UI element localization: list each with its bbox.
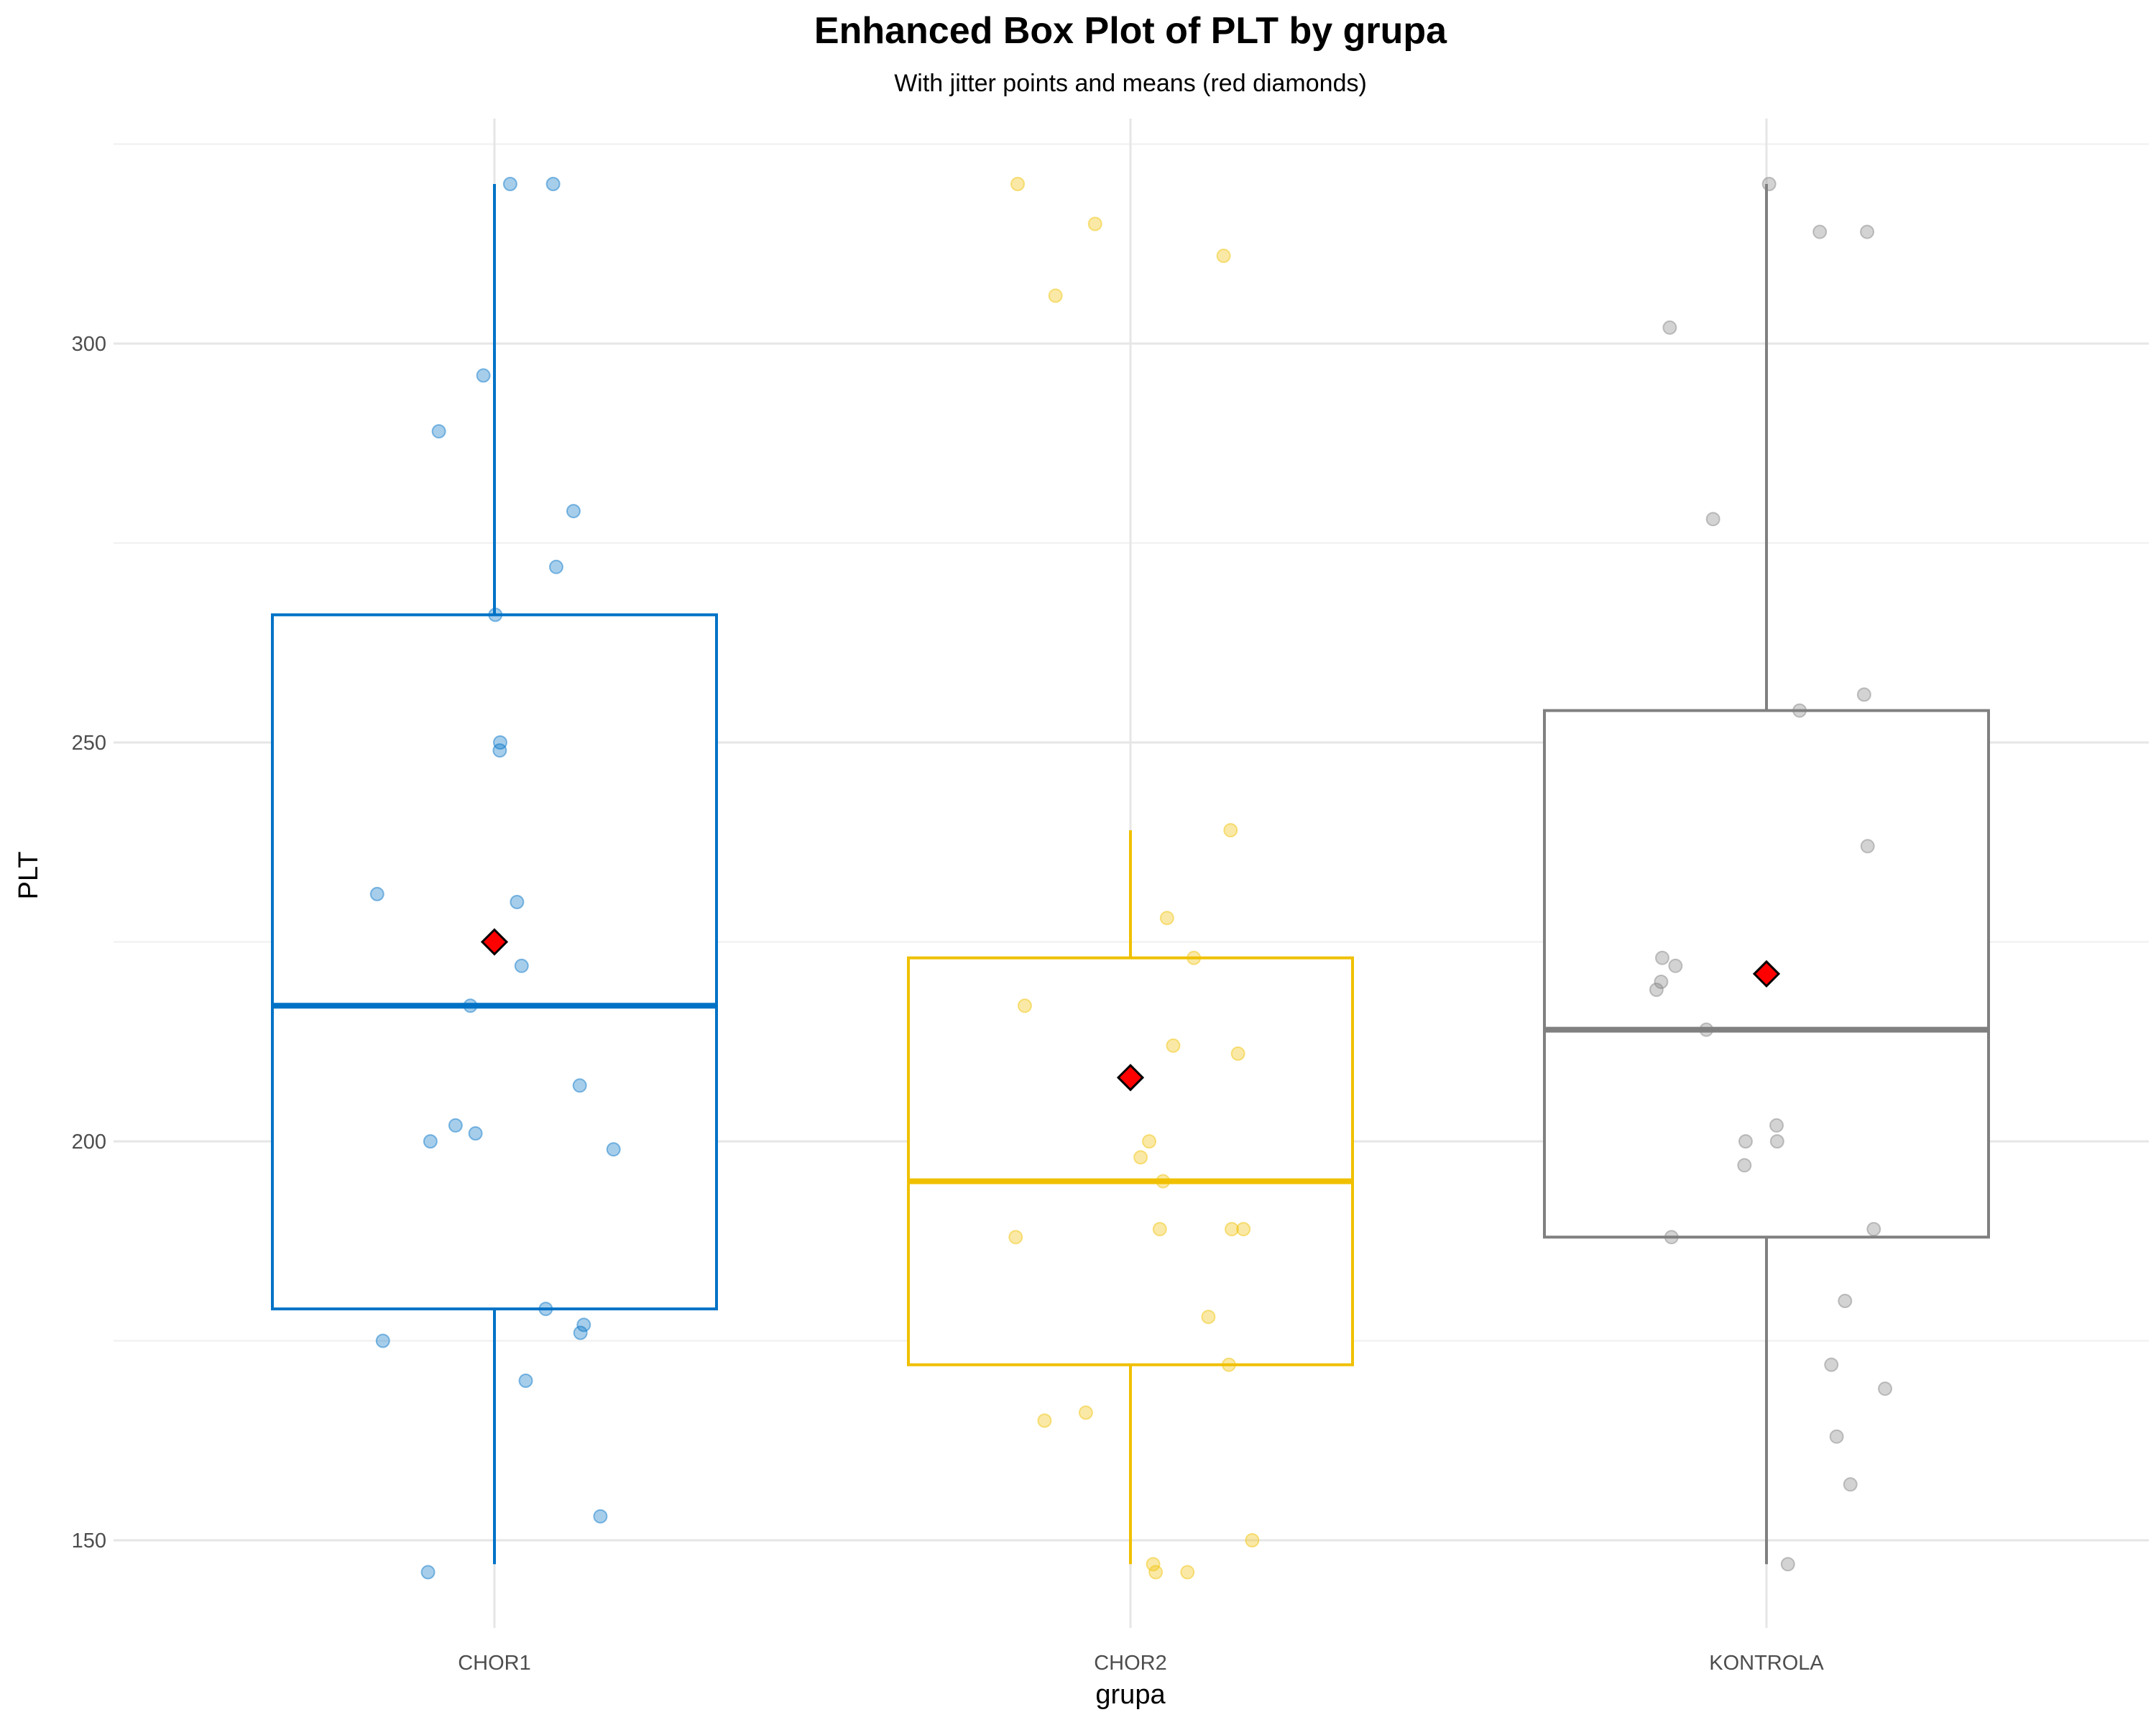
jitter-point [1769,1118,1784,1133]
box [271,613,718,1311]
y-tick-label: 250 [72,732,106,755]
jitter-point [1824,1357,1839,1372]
jitter-point [1216,248,1231,263]
y-axis-label: PLT [14,852,44,900]
jitter-point [1705,512,1720,527]
jitter-point [463,998,478,1013]
x-tick-label: CHOR1 [458,1652,531,1675]
jitter-point [468,1126,483,1141]
jitter-point [1664,1230,1679,1245]
jitter-point [1236,1222,1251,1237]
jitter-point [1654,950,1669,965]
chart-subtitle: With jitter points and means (red diamon… [894,70,1367,97]
jitter-point [1878,1381,1893,1397]
jitter-point [606,1142,621,1157]
jitter-point [576,1317,591,1333]
jitter-point [1812,224,1828,239]
jitter-point [492,735,507,750]
jitter-point [1152,1222,1167,1237]
x-axis-label: grupa [1095,1680,1166,1710]
boxes [271,184,1990,1565]
jitter-point [1037,1413,1052,1428]
jitter-point [545,177,561,191]
jitter-point [1087,216,1102,231]
y-tick-label: 200 [72,1131,106,1154]
jitter-point [573,1325,588,1340]
jitter-point [420,1565,436,1580]
jitter-point [431,424,446,439]
jitter-point [593,1509,608,1524]
jitter-point [1843,1477,1858,1492]
jitter-point [1224,1222,1239,1237]
jitter-point [476,368,491,383]
box [907,956,1354,1366]
jitter-point [1223,823,1238,838]
jitter-point [1221,1357,1236,1372]
jitter-point [1148,1565,1164,1580]
jitter-point [1769,1134,1784,1149]
jitter-point [1860,224,1875,239]
jitter-point [1166,1038,1181,1053]
jitter-point [1668,958,1683,973]
axis-ticks: 150 200 250 300 CHOR1 CHOR2 KONTROLA [72,333,1825,1675]
jitter-point [492,743,507,758]
jitter-point [1142,1134,1157,1149]
jitter-point [538,1302,553,1317]
jitter-points [369,177,1893,1580]
jitter-point [1180,1565,1195,1580]
jitter-point [572,1078,587,1093]
jitter-point [1780,1557,1795,1572]
jitter-point [488,607,503,622]
jitter-point [548,559,563,574]
jitter-point [1078,1405,1093,1420]
mean-diamond [1116,1064,1145,1092]
jitter-point [1230,1046,1245,1061]
jitter-point [1737,1158,1752,1173]
jitter-point [1245,1533,1260,1547]
jitter-point [1662,320,1677,335]
x-tick-label: KONTROLA [1709,1652,1824,1675]
jitter-point [1159,911,1174,926]
jitter-point [1856,687,1871,702]
jitter-point [1156,1174,1171,1189]
jitter-point [1187,950,1202,965]
jitter-point [375,1333,390,1348]
jitter-point [1146,1557,1161,1572]
jitter-point [1201,1310,1216,1325]
jitter-point [510,895,525,909]
jitter-point [1017,998,1032,1013]
jitter-point [566,504,581,519]
mean-diamond [480,928,509,956]
chart-title: Enhanced Box Plot of PLT by grupa [814,10,1447,52]
jitter-point [423,1134,438,1149]
jitter-point [1761,177,1777,191]
x-tick-label: CHOR2 [1094,1652,1167,1675]
y-tick-label: 300 [72,333,106,356]
jitter-point [1048,288,1063,303]
jitter-point [1866,1222,1881,1237]
jitter-point [1008,1230,1023,1245]
jitter-point [1829,1429,1844,1444]
jitter-point [1699,1022,1714,1037]
jitter-point [1860,839,1875,854]
jitter-point [1649,983,1664,998]
jitter-point [1838,1294,1853,1308]
jitter-point [1010,177,1026,191]
jitter-point [502,177,517,191]
jitter-point [1738,1134,1753,1149]
y-tick-label: 150 [72,1530,106,1552]
jitter-point [448,1118,463,1133]
jitter-point [1654,975,1669,989]
jitter-point [518,1374,533,1388]
mean-diamond [1752,960,1781,988]
jitter-point [1792,703,1807,718]
mean-markers [480,928,1781,1092]
jitter-point [1133,1150,1148,1165]
jitter-point [369,886,384,901]
jitter-point [514,958,529,973]
